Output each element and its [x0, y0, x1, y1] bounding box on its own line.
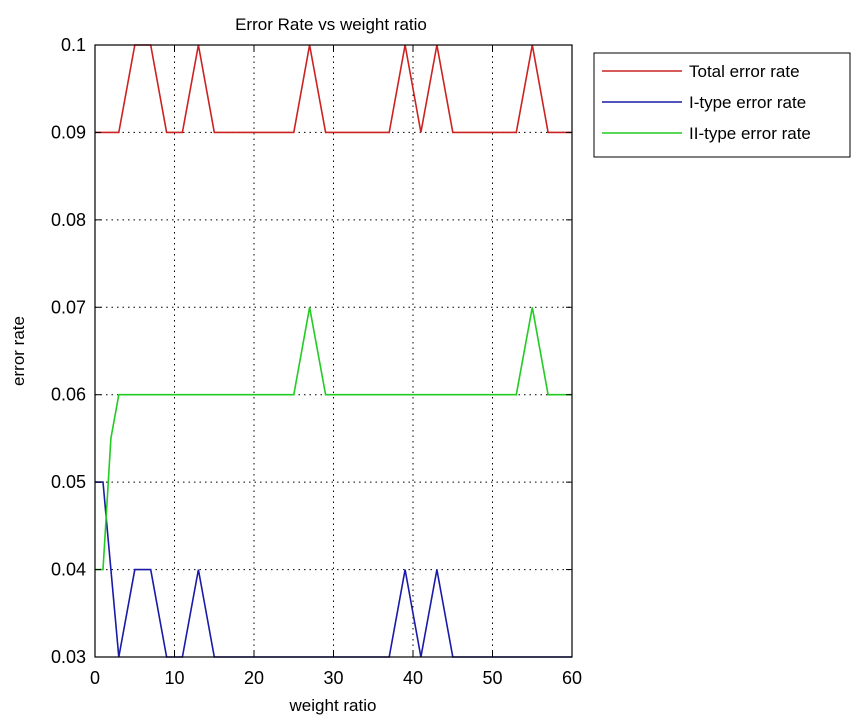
y-axis-label: error rate	[9, 316, 28, 386]
x-tick-label: 0	[90, 668, 100, 688]
chart-title: Error Rate vs weight ratio	[235, 15, 427, 34]
y-tick-label: 0.09	[51, 122, 86, 142]
y-tick-label: 0.04	[51, 560, 86, 580]
y-tick-label: 0.07	[51, 297, 86, 317]
legend-label-total-error-rate: Total error rate	[689, 62, 800, 81]
y-tick-label: 0.06	[51, 385, 86, 405]
x-tick-label: 60	[562, 668, 582, 688]
y-tick-label: 0.05	[51, 472, 86, 492]
y-tick-label: 0.03	[51, 647, 86, 667]
x-tick-label: 50	[482, 668, 502, 688]
y-tick-labels: 0.03 0.04 0.05 0.06 0.07 0.08 0.09 0.1	[51, 35, 86, 667]
series-line-ii-type-error-rate	[95, 307, 572, 571]
x-tick-label: 40	[403, 668, 423, 688]
x-tick-label: 10	[164, 668, 184, 688]
series-lines	[95, 44, 572, 658]
series-line-i-type-error-rate	[95, 481, 572, 658]
x-tick-labels: 0 10 20 30 40 50 60	[90, 668, 582, 688]
legend-label-i-type-error-rate: I-type error rate	[689, 93, 806, 112]
x-tick-label: 20	[244, 668, 264, 688]
axis-ticks	[94, 44, 573, 658]
y-tick-label: 0.1	[61, 35, 86, 55]
legend-label-ii-type-error-rate: II-type error rate	[689, 124, 811, 143]
y-tick-label: 0.08	[51, 210, 86, 230]
series-line-total-error-rate	[95, 44, 572, 134]
legend: Total error rate I-type error rate II-type…	[593, 52, 851, 158]
x-axis-label: weight ratio	[289, 696, 377, 715]
x-tick-label: 30	[323, 668, 343, 688]
